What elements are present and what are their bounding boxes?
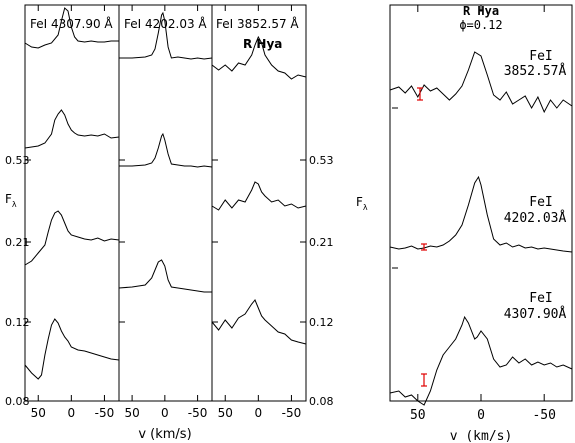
right-side-ytick-label: 0.21 [309,236,334,249]
left-xtick-label: -50 [188,406,208,420]
panel-label-3852: FeI 3852.57 Å [216,16,299,31]
right-spectrum-2 [389,315,573,406]
left-ytick-label: 0.08 [5,395,30,408]
left-xtick-label: 0 [161,406,169,420]
left-spectrum-p0-s3 [24,318,120,380]
left-spectrum-p1-s1 [119,132,213,168]
right-side-ytick-label: 0.53 [309,154,334,167]
left-y-ticks: 0.53 0.53 0.21 0.21 0.12 0.12 0.08 0.08 [5,154,334,408]
left-spectrum-p2-s1 [211,181,307,211]
line-label-4202-a: FeI [529,195,552,210]
right-ylabel: Fλ [356,195,368,212]
left-spectrum-p2-s2 [211,299,307,345]
right-spectrum-1 [389,175,573,253]
left-chart: FeI 4307.90 Å FeI 4202.03 Å FeI 3852.57 … [5,4,334,442]
left-xtick-label: -50 [95,406,115,420]
error-bar-4202 [421,243,427,251]
left-ylabel: Fλ [5,192,17,209]
right-xtick-label: -50 [532,408,555,423]
right-side-ytick-label: 0.08 [309,395,334,408]
left-xtick-label: 50 [31,406,46,420]
error-bar-3852 [417,87,423,101]
left-x-ticks: 50 0 -50 50 0 -50 50 0 -50 [31,5,302,420]
line-label-3852-a: FeI [529,49,552,64]
panel-frame-4202 [118,4,213,402]
left-spectrum-p2-s0 [211,35,307,80]
right-side-ytick-label: 0.12 [309,316,334,329]
left-ytick-label: 0.53 [5,154,30,167]
right-xlabel: v (km/s) [450,429,513,443]
left-xtick-label: 50 [124,406,139,420]
right-xtick-label: 50 [410,408,426,423]
left-spectrum-p1-s0 [119,11,213,60]
left-xlabel: v (km/s) [138,427,191,442]
panel-label-4307: FeI 4307.90 Å [30,16,113,31]
left-spectrum-p0-s2 [24,210,120,266]
left-spectrum-p0-s0 [24,7,119,49]
error-bar-4307 [421,373,427,387]
panel-frame-4307 [24,4,120,402]
right-x-ticks: 50 0 -50 [410,5,556,423]
left-series [24,7,307,380]
left-xtick-label: -50 [282,406,302,420]
left-xtick-label: 50 [218,406,233,420]
line-label-4202-b: 4202.03Å [504,210,567,226]
right-series [389,51,573,406]
left-ytick-label: 0.12 [5,316,30,329]
line-label-4307-b: 4307.90Å [504,306,567,322]
left-spectrum-p0-s1 [24,109,120,149]
panel-frame-3852 [211,4,307,402]
right-xtick-label: 0 [477,408,485,423]
line-label-3852-b: 3852.57Å [504,63,567,79]
left-spectrum-p1-s2 [118,259,212,293]
left-xtick-label: 0 [68,406,76,420]
right-chart: R Hya ϕ=0.12 Fλ v (km/s) FeI 3852.57Å Fe… [356,4,573,443]
left-xtick-label: 0 [255,406,263,420]
left-title: R Hya [243,37,282,51]
right-phase: ϕ=0.12 [459,18,502,32]
left-ytick-label: 0.21 [5,236,30,249]
panel-label-4202: FeI 4202.03 Å [124,16,207,31]
line-label-4307-a: FeI [529,291,552,306]
right-spectrum-0 [389,51,573,114]
